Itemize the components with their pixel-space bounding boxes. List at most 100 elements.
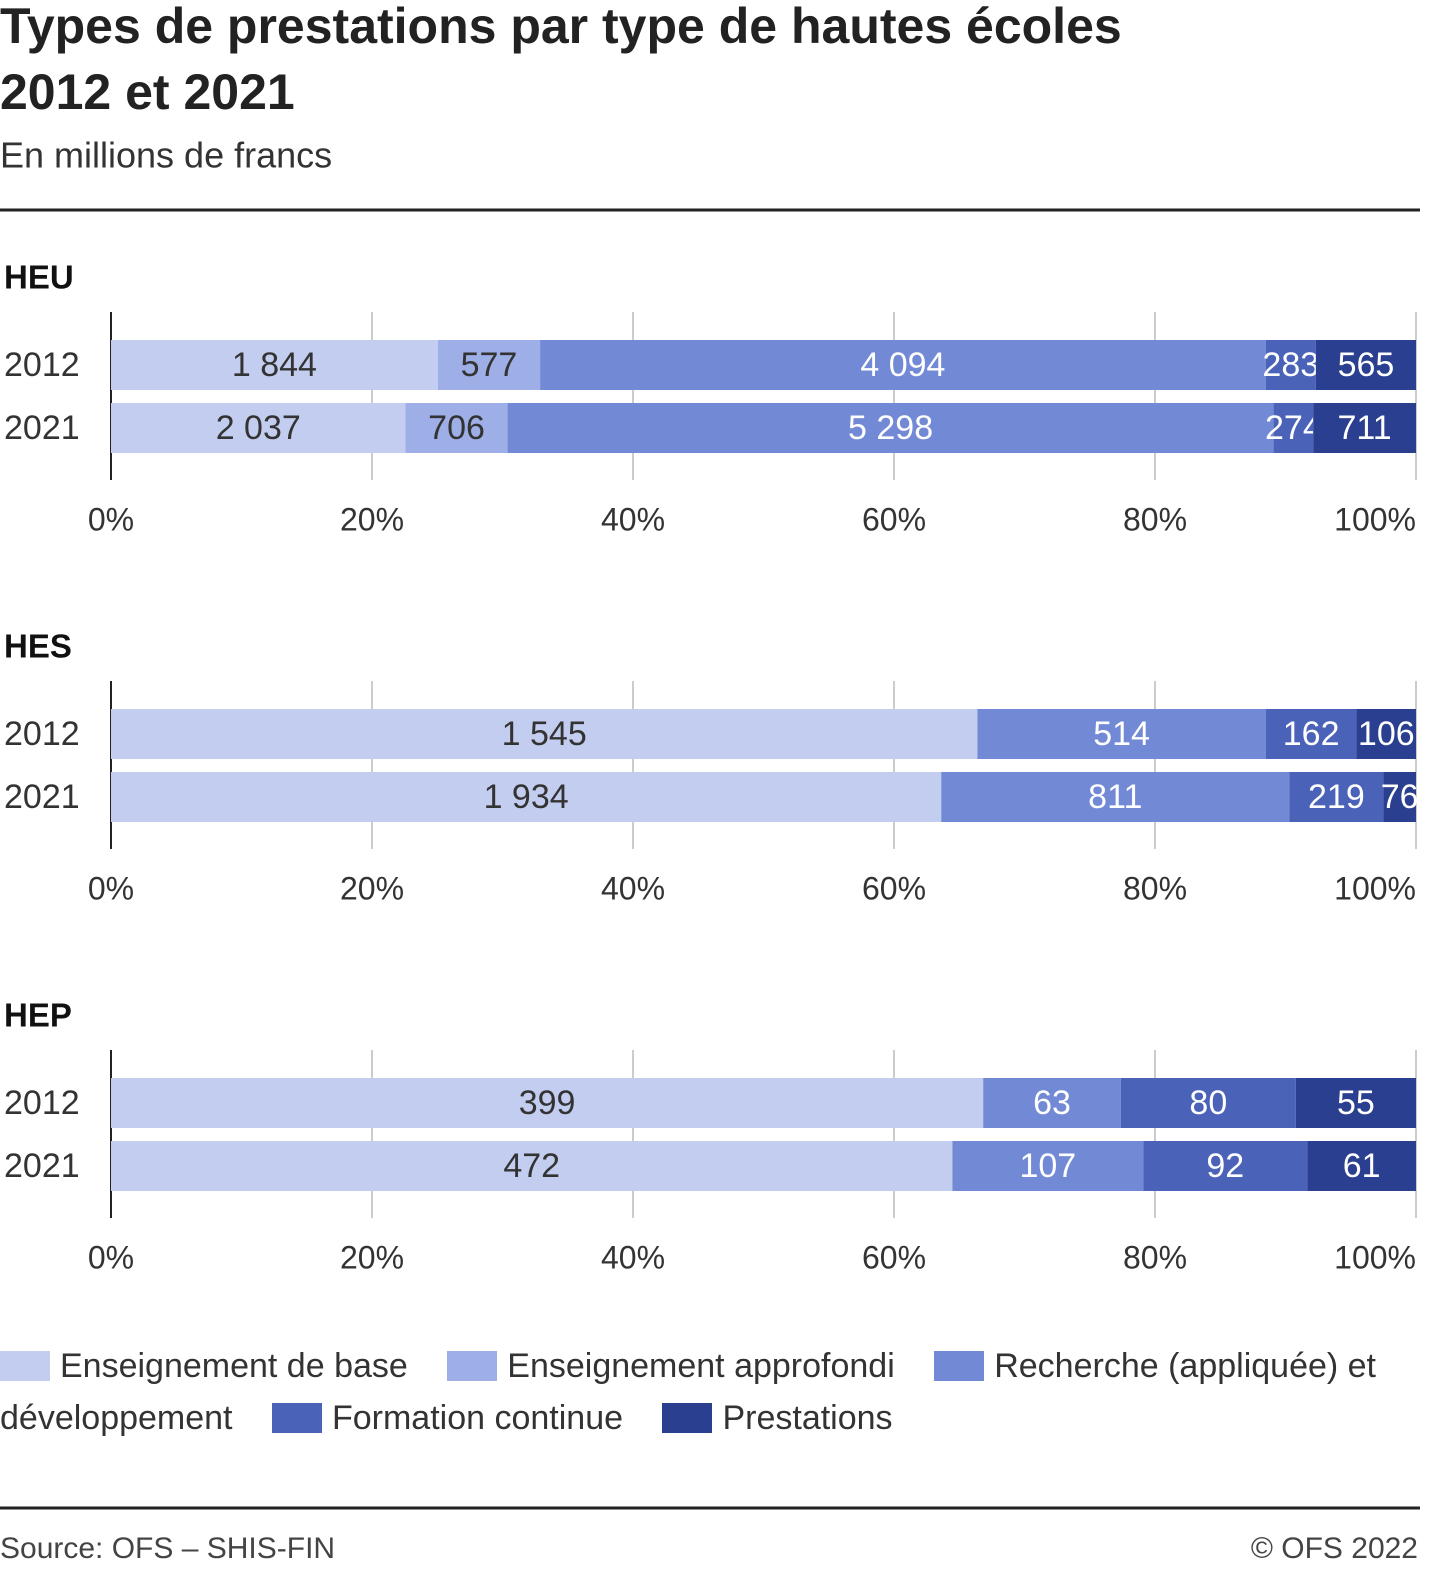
x-tick-label: 20%: [340, 501, 404, 537]
data-label: 1 545: [502, 715, 587, 753]
bar-segment: [1313, 403, 1416, 453]
data-label: 76: [1381, 778, 1419, 816]
panel-title: HEU: [4, 259, 74, 296]
bar-segment: [507, 403, 1274, 453]
bar-segment: [1265, 709, 1357, 759]
bar-segment: [111, 1141, 953, 1191]
x-tick-label: 0%: [88, 501, 134, 537]
bar-segment: [941, 772, 1290, 822]
legend-swatch: [0, 1351, 50, 1381]
bar-segment: [111, 709, 978, 759]
panel-title: HEP: [4, 997, 72, 1034]
x-tick-label: 20%: [340, 1239, 404, 1275]
data-label: 565: [1338, 346, 1395, 384]
subtitle: En millions de francs: [0, 135, 332, 176]
legend-item: Prestations: [662, 1399, 893, 1437]
data-label: 811: [1088, 778, 1142, 816]
legend-item: Enseignement approfondi: [447, 1347, 895, 1385]
x-tick-label: 40%: [601, 870, 665, 906]
title: 2012 et 2021: [0, 64, 295, 120]
bar-segment: [437, 340, 541, 390]
bar-segment: [1295, 1078, 1416, 1128]
y-tick-label: 2012: [4, 715, 80, 753]
data-label: 711: [1337, 409, 1391, 447]
bar-segment: [1383, 772, 1416, 822]
bar-segment: [952, 1141, 1144, 1191]
bar-segment: [1143, 1141, 1308, 1191]
y-tick-label: 2021: [4, 778, 80, 816]
y-tick-label: 2021: [4, 409, 80, 447]
bar-segment: [111, 772, 942, 822]
legend-label: Prestations: [722, 1399, 893, 1437]
legend: Enseignement de base Enseignement approf…: [0, 1340, 1420, 1444]
x-tick-label: 60%: [862, 870, 926, 906]
bar-segment: [1120, 1078, 1296, 1128]
x-tick-label: 60%: [862, 501, 926, 537]
data-label: 106: [1358, 715, 1415, 753]
x-tick-label: 0%: [88, 1239, 134, 1275]
bar-segment: [977, 709, 1266, 759]
legend-label: Enseignement de base: [60, 1347, 408, 1385]
y-tick-label: 2021: [4, 1147, 80, 1185]
x-tick-label: 100%: [1334, 1239, 1416, 1275]
data-label: 219: [1308, 778, 1365, 816]
bar-segment: [111, 340, 438, 390]
data-label: 162: [1283, 715, 1340, 753]
x-tick-label: 40%: [601, 1239, 665, 1275]
data-label: 514: [1093, 715, 1150, 753]
data-label: 5 298: [848, 409, 933, 447]
data-label: 63: [1033, 1084, 1071, 1122]
x-tick-label: 40%: [601, 501, 665, 537]
legend-swatch: [271, 1403, 322, 1433]
bar-segment: [1273, 403, 1314, 453]
data-label: 107: [1019, 1147, 1076, 1185]
x-tick-label: 80%: [1123, 501, 1187, 537]
copyright: © OFS 2022: [1251, 1532, 1418, 1565]
x-tick-label: 60%: [862, 1239, 926, 1275]
bar-segment: [111, 1078, 984, 1128]
legend-label: Recherche (appliquée) et développement: [0, 1347, 1377, 1437]
legend-item: Formation continue: [271, 1399, 624, 1437]
title: Types de prestations par type de hautes …: [0, 0, 1122, 54]
data-label: 55: [1337, 1084, 1375, 1122]
bar-segment: [1265, 340, 1316, 390]
bar-segment: [1356, 709, 1416, 759]
legend-label: Enseignement approfondi: [507, 1347, 895, 1385]
bar-segment: [1307, 1141, 1416, 1191]
bar-segment: [111, 403, 406, 453]
bar-segment: [983, 1078, 1121, 1128]
x-tick-label: 0%: [88, 870, 134, 906]
data-label: 80: [1189, 1084, 1227, 1122]
data-label: 274: [1265, 409, 1322, 447]
y-tick-label: 2012: [4, 1084, 80, 1122]
legend-swatch: [934, 1351, 985, 1381]
x-tick-label: 100%: [1334, 501, 1416, 537]
x-tick-label: 80%: [1123, 1239, 1187, 1275]
source: Source: OFS – SHIS-FIN: [0, 1532, 335, 1565]
data-label: 399: [519, 1084, 576, 1122]
x-tick-label: 80%: [1123, 870, 1187, 906]
y-tick-label: 2012: [4, 346, 80, 384]
data-label: 577: [461, 346, 518, 384]
bar-segment: [540, 340, 1266, 390]
data-label: 1 844: [232, 346, 317, 384]
x-tick-label: 20%: [340, 870, 404, 906]
data-label: 92: [1206, 1147, 1244, 1185]
data-label: 706: [428, 409, 485, 447]
legend-swatch: [447, 1351, 498, 1381]
data-label: 61: [1343, 1147, 1381, 1185]
data-label: 2 037: [216, 409, 301, 447]
panel-title: HES: [4, 628, 72, 665]
data-label: 283: [1262, 346, 1319, 384]
data-label: 1 934: [484, 778, 569, 816]
legend-item: Recherche (appliquée) et développement: [0, 1347, 1376, 1437]
data-label: 472: [503, 1147, 560, 1185]
x-tick-label: 100%: [1334, 870, 1416, 906]
data-label: 4 094: [860, 346, 945, 384]
bar-segment: [405, 403, 508, 453]
legend-label: Formation continue: [331, 1399, 624, 1437]
legend-item: Enseignement de base: [0, 1347, 408, 1385]
legend-swatch: [662, 1403, 713, 1433]
